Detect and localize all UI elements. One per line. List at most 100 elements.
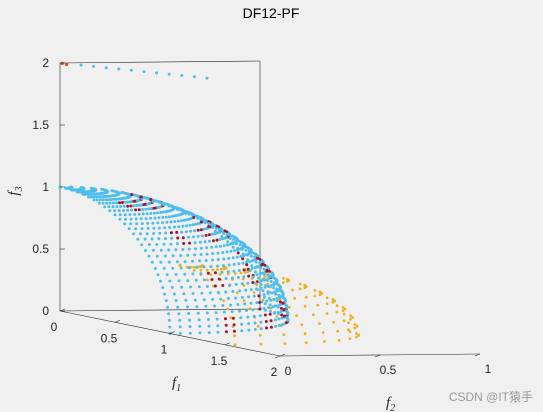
point-front [216, 251, 220, 255]
point-front [207, 324, 211, 328]
point-front [171, 254, 175, 258]
point-front [235, 255, 239, 259]
point-front [188, 325, 192, 329]
point-front [98, 198, 102, 202]
point-front [234, 282, 238, 286]
point-front [150, 260, 154, 264]
point-front [184, 211, 188, 215]
point-front [165, 220, 169, 224]
point-orange [283, 342, 287, 345]
point-orange [303, 304, 307, 308]
point-solution [223, 229, 227, 233]
point-front [255, 273, 259, 277]
point-orange [295, 314, 298, 318]
point-front [266, 290, 270, 294]
point-front [246, 315, 250, 319]
y-axis-label: f2 [386, 395, 395, 412]
point-front [163, 226, 167, 230]
point-front [174, 273, 178, 276]
point-orange [355, 335, 358, 339]
point-solution [207, 233, 211, 237]
point-front [115, 205, 119, 209]
point-front [143, 237, 147, 241]
point-solution [231, 316, 235, 320]
point-front [176, 219, 180, 223]
point-solution [278, 300, 282, 304]
point-front [261, 289, 265, 293]
point-front [261, 277, 265, 281]
point-front [232, 269, 236, 273]
point-front [144, 207, 148, 211]
point-front [112, 201, 115, 205]
point-front [252, 314, 256, 318]
point-front [149, 216, 153, 220]
point-front [213, 229, 217, 233]
point-front [254, 281, 258, 285]
point-extreme [64, 62, 69, 67]
watermark: CSDN @IT猿手 [448, 390, 533, 404]
point-front [163, 254, 167, 258]
point-orange [313, 289, 317, 292]
point-front [124, 217, 127, 221]
point-front [275, 287, 279, 291]
point-orange [341, 309, 345, 312]
point-orange [287, 305, 291, 309]
point-front [269, 280, 273, 283]
point-front [132, 232, 136, 236]
point-solution [134, 208, 138, 212]
point-orange [192, 265, 196, 269]
point-front [222, 244, 226, 248]
point-front [277, 317, 281, 321]
point-orange [325, 302, 329, 306]
point-front [168, 215, 172, 219]
point-front [241, 252, 245, 256]
point-front [250, 264, 254, 268]
point-front [246, 281, 250, 285]
point-solution [137, 208, 141, 212]
point-solution [129, 204, 133, 208]
point-front [265, 299, 269, 303]
point-front [257, 276, 260, 280]
point-front [167, 204, 171, 208]
point-front [87, 195, 90, 199]
point-solution [149, 198, 153, 202]
point-orange [235, 291, 239, 295]
point-front [246, 253, 249, 257]
point-solution [263, 313, 267, 317]
point-front [170, 285, 174, 289]
point-front [95, 198, 99, 202]
point-solution [224, 330, 228, 334]
point-front [260, 300, 264, 304]
point-front [168, 225, 172, 229]
point-front [178, 318, 182, 322]
point-front [253, 255, 257, 259]
point-orange [206, 278, 209, 282]
y-tick [274, 355, 281, 359]
point-front [222, 310, 226, 314]
point-front [156, 221, 160, 225]
z-tick-label: 1.5 [32, 118, 49, 132]
point-orange [335, 304, 339, 308]
point-front [225, 250, 229, 254]
point-front [244, 245, 248, 249]
point-front [108, 201, 112, 205]
point-front [202, 298, 206, 302]
point-solution [152, 206, 156, 210]
point-front [273, 290, 277, 294]
point-front [229, 249, 233, 253]
point-solution [232, 329, 236, 333]
point-orange [226, 272, 230, 276]
point-orange [259, 342, 263, 346]
point-front [169, 220, 173, 224]
point-front [213, 223, 216, 227]
point-front [112, 197, 116, 201]
point-front [206, 318, 210, 321]
point-solution [192, 216, 196, 219]
point-front [118, 213, 122, 217]
point-front [218, 238, 222, 241]
point-front [115, 201, 119, 205]
point-front [130, 208, 134, 212]
point-front [210, 232, 214, 236]
point-front [191, 272, 195, 276]
z-tick-label: 1 [42, 180, 49, 194]
